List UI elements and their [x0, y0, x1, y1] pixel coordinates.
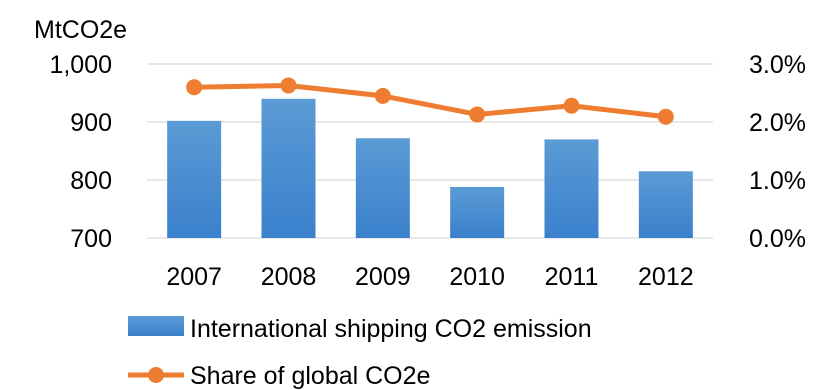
- bar: [261, 98, 316, 238]
- y-axis-label: MtCO2e: [34, 16, 127, 44]
- x-tick-label: 2007: [166, 263, 222, 291]
- axis-labels: 700 800 900 1,000 0.0% 1.0% 2.0% 3.0% 2007 2008 20…: [49, 51, 806, 291]
- legend-bar-label: International shipping CO2 emission: [190, 315, 592, 343]
- y2-tick-label: 3.0%: [749, 51, 806, 79]
- share-point: [563, 97, 580, 114]
- y2-tick-label: 2.0%: [749, 109, 806, 137]
- share-point: [280, 77, 297, 94]
- y-tick-label: 800: [70, 167, 112, 195]
- legend: International shipping CO2 emission Share…: [128, 315, 592, 390]
- y-tick-label: 1,000: [49, 51, 112, 79]
- share-point: [374, 87, 391, 104]
- legend-bar-swatch: [128, 316, 184, 336]
- bars: [167, 98, 693, 238]
- x-tick-label: 2008: [261, 263, 317, 291]
- share-line: [186, 77, 674, 125]
- y-tick-label: 900: [70, 109, 112, 137]
- x-tick-label: 2011: [545, 263, 599, 291]
- gridlines: [147, 63, 713, 239]
- legend-line-marker: [148, 367, 164, 383]
- y2-tick-label: 1.0%: [749, 167, 806, 195]
- bar: [450, 186, 505, 238]
- y-tick-label: 700: [70, 225, 112, 253]
- x-tick-label: 2010: [449, 263, 505, 291]
- legend-line-label: Share of global CO2e: [190, 362, 430, 390]
- bar: [355, 138, 410, 238]
- share-point: [657, 108, 674, 125]
- bar: [638, 171, 693, 238]
- x-tick-label: 2012: [638, 263, 694, 291]
- share-series-line: [191, 82, 669, 120]
- share-point: [469, 106, 486, 123]
- x-tick-label: 2009: [355, 263, 411, 291]
- share-point: [186, 79, 203, 96]
- bar: [167, 120, 222, 238]
- y2-tick-label: 0.0%: [749, 225, 806, 253]
- bar: [544, 139, 599, 238]
